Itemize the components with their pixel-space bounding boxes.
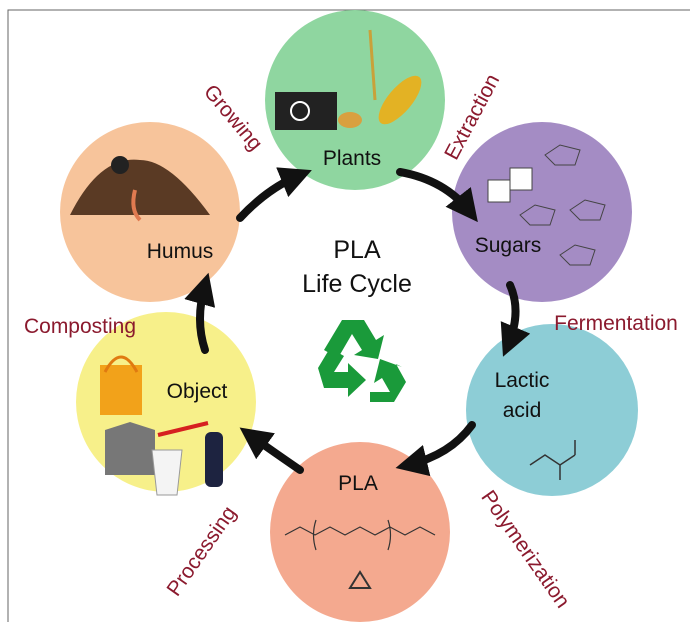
node-label: Sugars	[475, 234, 542, 257]
humus-illustration	[70, 156, 210, 222]
node-label: Humus	[147, 240, 214, 263]
node-label: PLA	[338, 472, 378, 495]
lactic-illustration	[529, 440, 576, 480]
recycle-symbol	[318, 320, 406, 402]
pla-illustration	[284, 519, 436, 589]
step-label: Fermentation	[554, 312, 678, 335]
lactic-circle	[466, 324, 638, 496]
plants-circle	[265, 10, 445, 190]
step-label: Polymerization	[476, 486, 574, 612]
title-line: Life Cycle	[302, 270, 412, 298]
cycle-arrows	[184, 167, 531, 477]
node-label: Object	[167, 380, 228, 403]
step-label: Composting	[24, 315, 136, 338]
title-line: PLA	[333, 236, 381, 264]
node-label: acid	[503, 399, 542, 422]
step-label: Processing	[162, 502, 240, 600]
node-label: Plants	[323, 147, 381, 170]
plants-illustration	[275, 29, 422, 130]
node-label: Lactic	[495, 369, 550, 392]
sugars-illustration	[487, 144, 606, 266]
pla-circle	[270, 442, 450, 622]
frame	[7, 9, 690, 622]
sugars-circle	[452, 122, 632, 302]
step-label: Growing	[199, 80, 267, 155]
object-illustration	[100, 355, 223, 496]
